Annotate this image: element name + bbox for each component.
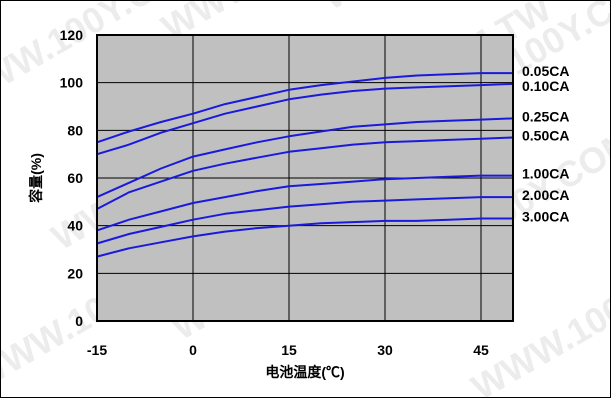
series-line-0_25ca xyxy=(96,117,514,199)
series-line-1_00ca xyxy=(96,174,513,232)
x-axis-ticks: -15 0 15 30 45 xyxy=(87,342,489,358)
y-tick-label: 120 xyxy=(60,27,84,43)
x-tick-label: 45 xyxy=(473,342,489,358)
series-label: 0.05CA xyxy=(522,63,569,79)
y-tick-label: 20 xyxy=(67,265,83,281)
series-lines xyxy=(96,72,514,258)
y-tick-label: 40 xyxy=(67,218,83,234)
y-tick-label: 0 xyxy=(75,313,83,329)
x-axis-title: 电池温度(℃) xyxy=(265,364,344,380)
series-label: 0.50CA xyxy=(522,127,569,143)
y-axis-ticks: 0 20 40 60 80 100 120 xyxy=(60,27,84,329)
plot-border xyxy=(96,34,514,322)
series-line-2_00ca xyxy=(96,196,513,245)
series-line-0_50ca xyxy=(96,136,514,210)
x-tick-label: -15 xyxy=(87,342,107,358)
series-line-3_00ca xyxy=(96,217,513,258)
x-tick-label: 30 xyxy=(377,342,393,358)
y-tick-label: 80 xyxy=(67,122,83,138)
series-label: 2.00CA xyxy=(522,187,569,203)
x-tick-label: 15 xyxy=(281,342,297,358)
series-label: 1.00CA xyxy=(522,166,569,182)
y-tick-label: 100 xyxy=(60,75,84,91)
series-label: 0.10CA xyxy=(522,78,569,94)
series-label: 3.00CA xyxy=(522,209,569,225)
series-line-0_05ca xyxy=(96,72,513,144)
y-tick-label: 60 xyxy=(67,170,83,186)
x-tick-label: 0 xyxy=(189,342,197,358)
series-label: 0.25CA xyxy=(522,108,569,124)
y-axis-title: 容量(%) xyxy=(28,153,44,204)
series-line-0_10ca xyxy=(96,82,514,156)
